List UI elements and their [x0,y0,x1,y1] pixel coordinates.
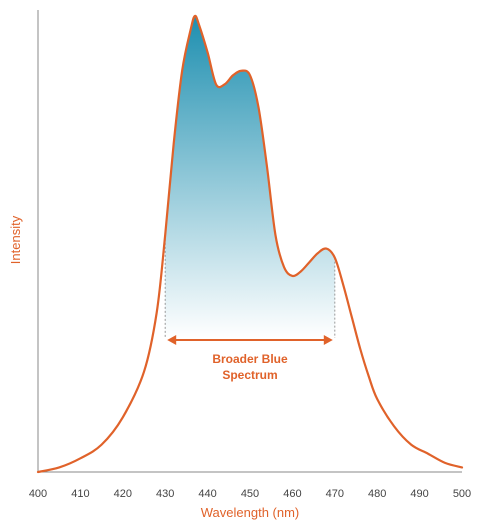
x-tick-labels: 400 410 420 430 440 450 460 470 480 490 500 [29,488,471,500]
annotation-line2: Spectrum [222,368,277,382]
x-tick-label: 410 [71,488,89,500]
annotation-line1: Broader Blue [212,352,288,366]
spectrum-line [36,14,464,474]
y-axis-title: Intensity [8,215,23,264]
x-tick-label: 460 [283,488,301,500]
arrow-head-right [323,335,333,345]
arrow-head-left [167,335,177,345]
x-tick-label: 500 [453,488,471,500]
x-tick-label: 430 [156,488,174,500]
x-tick-label: 420 [114,488,132,500]
x-tick-label: 470 [326,488,344,500]
x-axis-title: Wavelength (nm) [201,505,300,520]
x-tick-label: 440 [198,488,216,500]
x-tick-label: 450 [241,488,259,500]
x-tick-label: 400 [29,488,47,500]
highlight-area [165,15,335,339]
x-tick-label: 480 [368,488,386,500]
x-tick-label: 490 [410,488,428,500]
